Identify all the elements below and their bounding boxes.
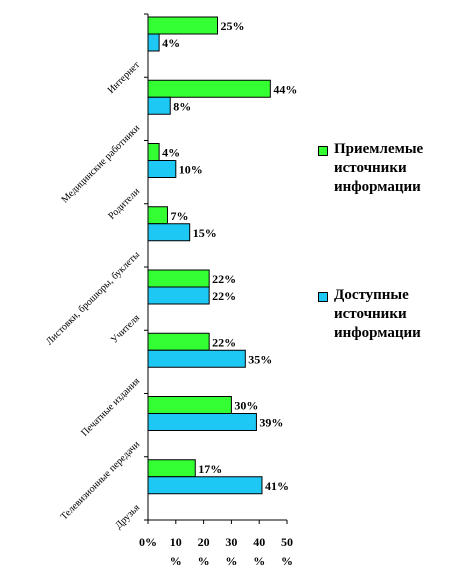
bar-acceptable-7 bbox=[147, 459, 196, 478]
bar-available-1 bbox=[147, 96, 171, 115]
data-label-acceptable-7: 17% bbox=[198, 462, 222, 476]
category-label-0: Интернет bbox=[106, 59, 143, 96]
bar-acceptable-1 bbox=[147, 79, 271, 98]
x-tick-label-2: 20% bbox=[198, 535, 210, 568]
legend-label-available: Доступные источники информации bbox=[334, 287, 421, 341]
bar-available-3 bbox=[147, 223, 191, 242]
data-label-acceptable-4: 22% bbox=[212, 272, 236, 286]
data-label-available-1: 8% bbox=[173, 99, 191, 113]
bar-available-5 bbox=[147, 349, 246, 368]
x-tick-label-0: 0% bbox=[139, 535, 157, 549]
x-tick-label-3: 30% bbox=[225, 535, 237, 568]
data-label-available-2: 10% bbox=[179, 163, 203, 177]
data-label-acceptable-5: 22% bbox=[212, 335, 236, 349]
bar-available-6 bbox=[147, 413, 257, 431]
category-label-2: Родители bbox=[106, 186, 142, 222]
data-label-available-3: 15% bbox=[193, 226, 217, 240]
data-label-available-7: 41% bbox=[265, 479, 289, 493]
data-label-available-6: 39% bbox=[259, 416, 283, 430]
bar-acceptable-2 bbox=[147, 143, 160, 161]
bar-acceptable-4 bbox=[147, 269, 210, 288]
data-label-acceptable-6: 30% bbox=[234, 399, 258, 413]
x-tick-label-4: 40% bbox=[253, 535, 265, 568]
bar-available-0 bbox=[147, 33, 160, 52]
data-label-acceptable-2: 4% bbox=[162, 146, 180, 160]
category-label-7: Друзья bbox=[113, 502, 142, 531]
legend-item-acceptable: Приемлемые источники информации bbox=[318, 140, 454, 197]
data-label-acceptable-1: 44% bbox=[273, 82, 297, 96]
legend-swatch-available bbox=[318, 292, 328, 302]
legend-swatch-acceptable bbox=[318, 146, 328, 156]
data-label-available-5: 35% bbox=[248, 352, 272, 366]
data-label-acceptable-3: 7% bbox=[170, 209, 188, 223]
bar-acceptable-0 bbox=[147, 16, 218, 35]
x-tick-label-1: 10% bbox=[170, 535, 182, 568]
bar-acceptable-5 bbox=[147, 332, 210, 351]
axis-layer bbox=[144, 13, 288, 524]
bars-layer bbox=[147, 16, 271, 495]
bar-available-4 bbox=[147, 286, 210, 305]
bar-acceptable-3 bbox=[147, 206, 168, 225]
data-label-acceptable-0: 25% bbox=[221, 19, 245, 33]
bar-available-7 bbox=[147, 476, 263, 495]
bar-available-2 bbox=[147, 160, 177, 178]
legend-label-acceptable: Приемлемые источники информации bbox=[334, 141, 424, 195]
bar-acceptable-6 bbox=[147, 396, 232, 414]
category-label-4: Учителя bbox=[109, 312, 142, 345]
data-label-available-4: 22% bbox=[212, 289, 236, 303]
x-tick-label-5: 50% bbox=[281, 535, 293, 568]
legend-item-available: Доступные источники информации bbox=[318, 286, 454, 343]
category-label-5: Печатные издания bbox=[79, 376, 142, 439]
data-label-available-0: 4% bbox=[162, 36, 180, 50]
